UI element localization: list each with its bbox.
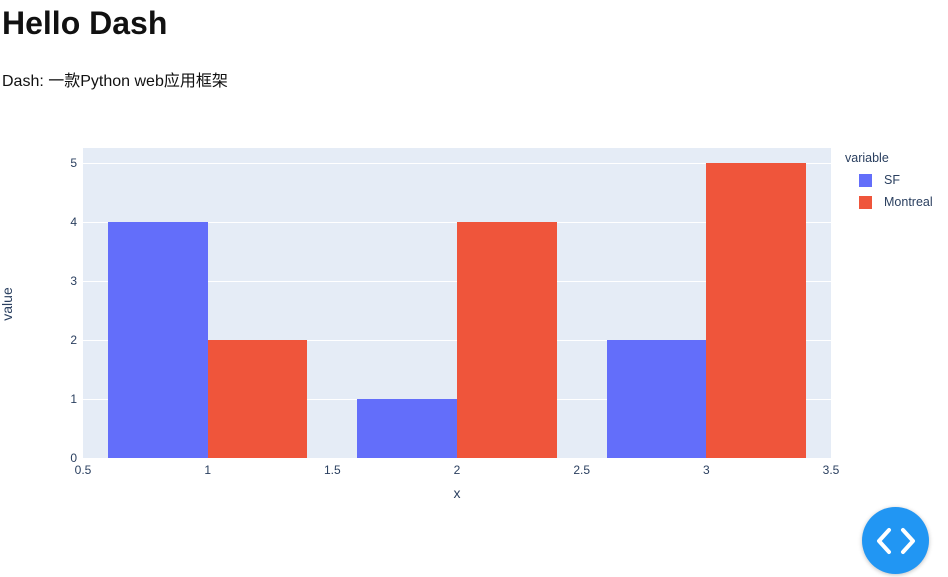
- x-tick-label: 2: [453, 463, 461, 477]
- x-tick-label: 3: [702, 463, 710, 477]
- x-tick-label: 0.5: [74, 463, 92, 477]
- y-tick-label: 1: [70, 392, 77, 407]
- legend-label: SF: [884, 173, 900, 187]
- bar-montreal-x2[interactable]: [457, 222, 557, 458]
- bar-sf-x1[interactable]: [107, 222, 208, 458]
- y-tick-label: 5: [70, 156, 77, 171]
- x-tick-label: 2.5: [573, 463, 590, 477]
- page-title: Hello Dash: [2, 5, 168, 41]
- gridline: [83, 457, 831, 459]
- legend-swatch-sf: [859, 173, 872, 187]
- x-axis-title: x: [453, 485, 461, 501]
- y-tick-label: 2: [70, 333, 77, 348]
- page-subtitle: Dash: 一款Python web应用框架: [2, 72, 228, 90]
- dash-debug-menu-button[interactable]: [862, 507, 929, 574]
- y-axis-title: value: [0, 287, 15, 321]
- y-tick-label: 4: [70, 215, 77, 230]
- bar-sf-x3[interactable]: [606, 340, 707, 458]
- legend-item-sf[interactable]: SF: [859, 173, 933, 187]
- code-brackets-icon: [876, 527, 915, 554]
- y-tick-label: 0: [70, 451, 77, 465]
- bar-montreal-x1[interactable]: [207, 340, 308, 458]
- legend-title: variable: [845, 151, 889, 165]
- x-tick-label: 3.5: [822, 463, 840, 477]
- x-tick-label: 1: [204, 463, 211, 477]
- legend: variable SF Montreal: [845, 151, 933, 217]
- legend-label: Montreal: [884, 195, 933, 209]
- legend-items: SF Montreal: [845, 173, 933, 209]
- legend-swatch-montreal: [859, 195, 872, 209]
- gridline: [83, 162, 831, 164]
- bar-chart: 0 1 2 3 4 5 0.5 1 1.5 2 2.5 3 3.5 x value variable …: [0, 101, 948, 561]
- bar-montreal-x3[interactable]: [706, 163, 807, 458]
- legend-item-montreal[interactable]: Montreal: [859, 195, 933, 209]
- y-tick-label: 3: [70, 274, 77, 289]
- x-tick-label: 1.5: [323, 463, 341, 477]
- bar-sf-x2[interactable]: [357, 399, 457, 458]
